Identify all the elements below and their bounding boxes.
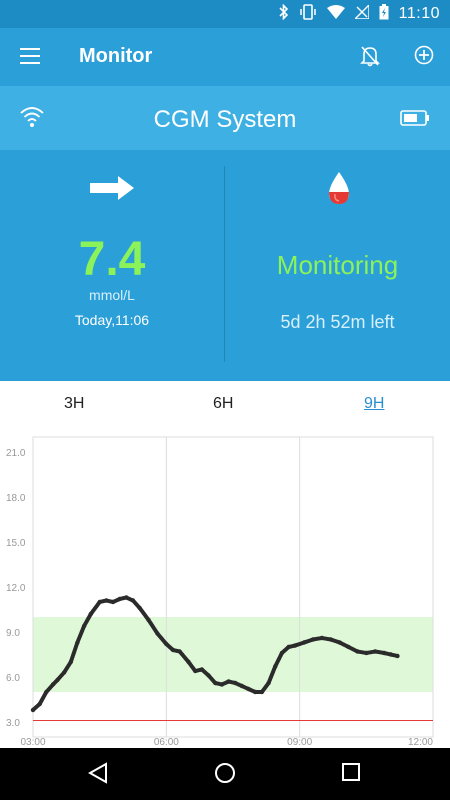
x-tick-label: 12:00 [408, 737, 433, 748]
glucose-data-point [50, 682, 56, 687]
glucose-data-point [381, 650, 387, 656]
clock: 11:10 [398, 5, 440, 22]
glucose-data-point [37, 701, 42, 707]
glucose-data-point [239, 683, 245, 689]
glucose-data-point [328, 637, 333, 642]
glucose-data-point [233, 680, 238, 686]
y-tick-label: 15.0 [6, 538, 26, 549]
status-bar: 11:10 [0, 0, 450, 28]
glucose-data-point [219, 682, 225, 687]
menu-icon[interactable] [20, 48, 42, 66]
glucose-data-point [186, 659, 191, 665]
glucose-data-point [137, 605, 142, 611]
page-title: Monitor [79, 45, 153, 67]
plot-frame [32, 436, 434, 738]
glucose-data-point [337, 640, 342, 645]
glucose-data-point [213, 680, 218, 686]
glucose-data-point [266, 680, 271, 686]
trend-arrow-right-icon [90, 176, 134, 205]
blood-drop-icon [325, 170, 353, 211]
y-tick-label: 9.0 [6, 628, 20, 639]
sensor-remaining: 5d 2h 52m left [280, 312, 395, 332]
notifications-off-icon[interactable] [360, 45, 380, 72]
panel-divider [224, 166, 225, 362]
recents-icon[interactable] [341, 762, 361, 787]
y-tick-label: 21.0 [6, 448, 26, 459]
wifi-signal-icon [326, 4, 345, 24]
y-tick-label: 18.0 [6, 493, 26, 504]
glucose-data-point [373, 649, 378, 654]
glucose-data-point [206, 673, 211, 678]
glucose-data-point [310, 637, 316, 642]
glucose-data-point [88, 611, 93, 617]
app-bar: Monitor [0, 28, 450, 86]
tab-3h[interactable]: 3H [64, 395, 85, 412]
glucose-data-point [124, 595, 129, 600]
x-tick-label: 06:00 [154, 737, 179, 748]
glucose-data-point [75, 640, 80, 645]
device-bar: CGM System [0, 86, 450, 150]
glucose-data-point [81, 623, 87, 629]
glucose-data-point [226, 679, 231, 684]
system-nav-bar [0, 748, 450, 800]
y-tick-label: 3.0 [6, 718, 20, 729]
glucose-chart-svg: 03:00 06:00 09:00 12:00 3.0 6.0 9.0 12.0 15.0 18.… [6, 436, 434, 748]
vibrate-icon [299, 3, 317, 25]
glucose-unit: mmol/L [89, 287, 135, 303]
device-battery-icon [400, 110, 430, 131]
y-tick-label: 6.0 [6, 673, 20, 684]
glucose-data-point [388, 652, 393, 657]
glucose-data-point [259, 689, 265, 695]
y-tick-label: 12.0 [6, 583, 26, 594]
glucose-value: 7.4 [78, 233, 146, 286]
glucose-data-point [301, 640, 307, 645]
glucose-data-point [364, 650, 369, 656]
reading-time: Today,11:06 [74, 312, 150, 328]
glucose-data-point [155, 631, 160, 636]
glucose-data-point [286, 644, 291, 650]
glucose-data-point [319, 635, 325, 641]
glucose-data-point [279, 650, 285, 656]
glucose-data-point [164, 641, 169, 647]
glucose-data-point [97, 599, 102, 605]
glucose-data-point [61, 670, 67, 675]
glucose-data-point [253, 689, 258, 695]
glucose-data-point [293, 643, 298, 648]
glucose-data-point [104, 598, 109, 603]
wifi-icon [20, 106, 44, 133]
glucose-data-point [30, 707, 36, 713]
status-icons: 11:10 [279, 2, 440, 25]
glucose-data-point [55, 677, 60, 683]
glucose-data-point [355, 649, 360, 654]
glucose-data-point [110, 599, 116, 605]
battery-charging-icon [379, 3, 389, 25]
glucose-data-point [130, 598, 136, 603]
glucose-data-point [117, 596, 122, 602]
tab-6h[interactable]: 6H [213, 395, 234, 412]
range-tabs: 3H 6H 9H [0, 381, 450, 427]
glucose-data-point [346, 644, 351, 650]
glucose-data-point [146, 617, 151, 623]
x-tick-label: 03:00 [20, 737, 45, 748]
x-tick-label: 09:00 [287, 737, 312, 748]
glucose-chart: 03:00 06:00 09:00 12:00 3.0 6.0 9.0 12.0 15.0 18.… [0, 427, 450, 748]
glucose-data-point [246, 686, 251, 692]
device-name: CGM System [153, 106, 297, 133]
glucose-data-point [395, 653, 400, 659]
glucose-data-point [170, 647, 176, 653]
bluetooth-icon [279, 3, 289, 25]
cell-signal-icon [352, 2, 370, 24]
glucose-data-point [68, 659, 73, 665]
glucose-data-point [199, 667, 205, 672]
reading-panel: 7.4 mmol/L Today,11:06 Monitoring 5d 2h … [0, 150, 450, 381]
tab-9h[interactable]: 9H [364, 395, 385, 412]
back-icon[interactable] [87, 762, 108, 789]
glucose-data-point [193, 668, 198, 674]
glucose-data-point [273, 664, 278, 669]
add-circle-icon[interactable] [414, 45, 434, 70]
glucose-data-point [177, 649, 182, 654]
glucose-data-point [44, 689, 49, 695]
sensor-status: Monitoring [276, 250, 399, 280]
home-icon[interactable] [214, 762, 236, 789]
